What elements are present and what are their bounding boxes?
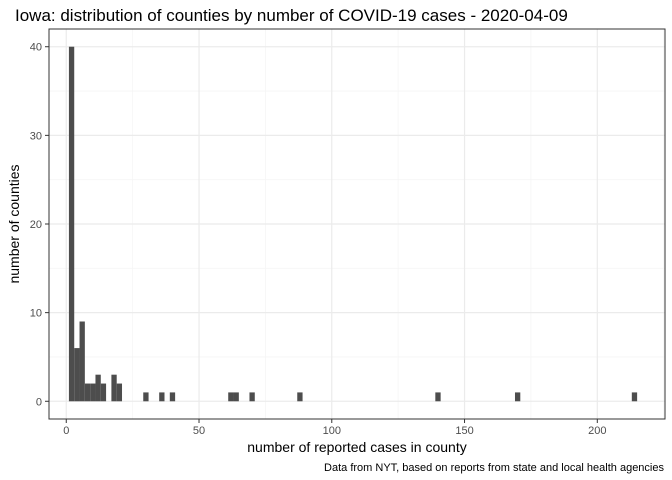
y-tick-label: 40 <box>30 42 42 54</box>
x-tick-label: 150 <box>455 425 473 437</box>
grid <box>49 29 665 419</box>
x-tick-label: 200 <box>588 425 606 437</box>
y-tick-label: 30 <box>30 130 42 142</box>
histogram-bar <box>514 392 521 402</box>
chart-caption: Data from NYT, based on reports from sta… <box>324 462 664 474</box>
y-axis: 0 10 20 30 40 <box>30 42 49 408</box>
histogram-bar <box>68 46 75 402</box>
histogram-bar <box>631 392 638 402</box>
histogram-bar <box>297 392 303 402</box>
histogram-bar <box>95 374 101 402</box>
histogram-bar <box>159 392 165 402</box>
histogram-bar <box>249 392 255 402</box>
histogram-bar <box>111 374 117 402</box>
histogram-bar <box>74 348 80 402</box>
x-axis-label: number of reported cases in county <box>247 439 466 455</box>
histogram-bar <box>116 383 123 402</box>
y-tick-label: 0 <box>36 396 42 408</box>
bars <box>68 46 638 402</box>
chart-title: Iowa: distribution of counties by number… <box>15 6 568 25</box>
y-axis-label: number of counties <box>6 164 22 283</box>
x-tick-label: 50 <box>193 425 205 437</box>
y-tick-label: 20 <box>30 219 42 231</box>
x-axis: 0 50 100 150 200 <box>63 419 606 437</box>
histogram-bar <box>435 392 441 402</box>
histogram-bar <box>90 383 96 402</box>
histogram-bar <box>228 392 234 402</box>
histogram-bar <box>79 321 85 402</box>
x-tick-label: 100 <box>323 425 341 437</box>
histogram-bar <box>100 383 107 402</box>
y-tick-label: 10 <box>30 308 42 320</box>
histogram-bar <box>169 392 176 402</box>
histogram-bar <box>143 392 149 402</box>
histogram-bar <box>84 383 91 402</box>
x-tick-label: 0 <box>63 425 69 437</box>
histogram-bar <box>233 392 239 402</box>
